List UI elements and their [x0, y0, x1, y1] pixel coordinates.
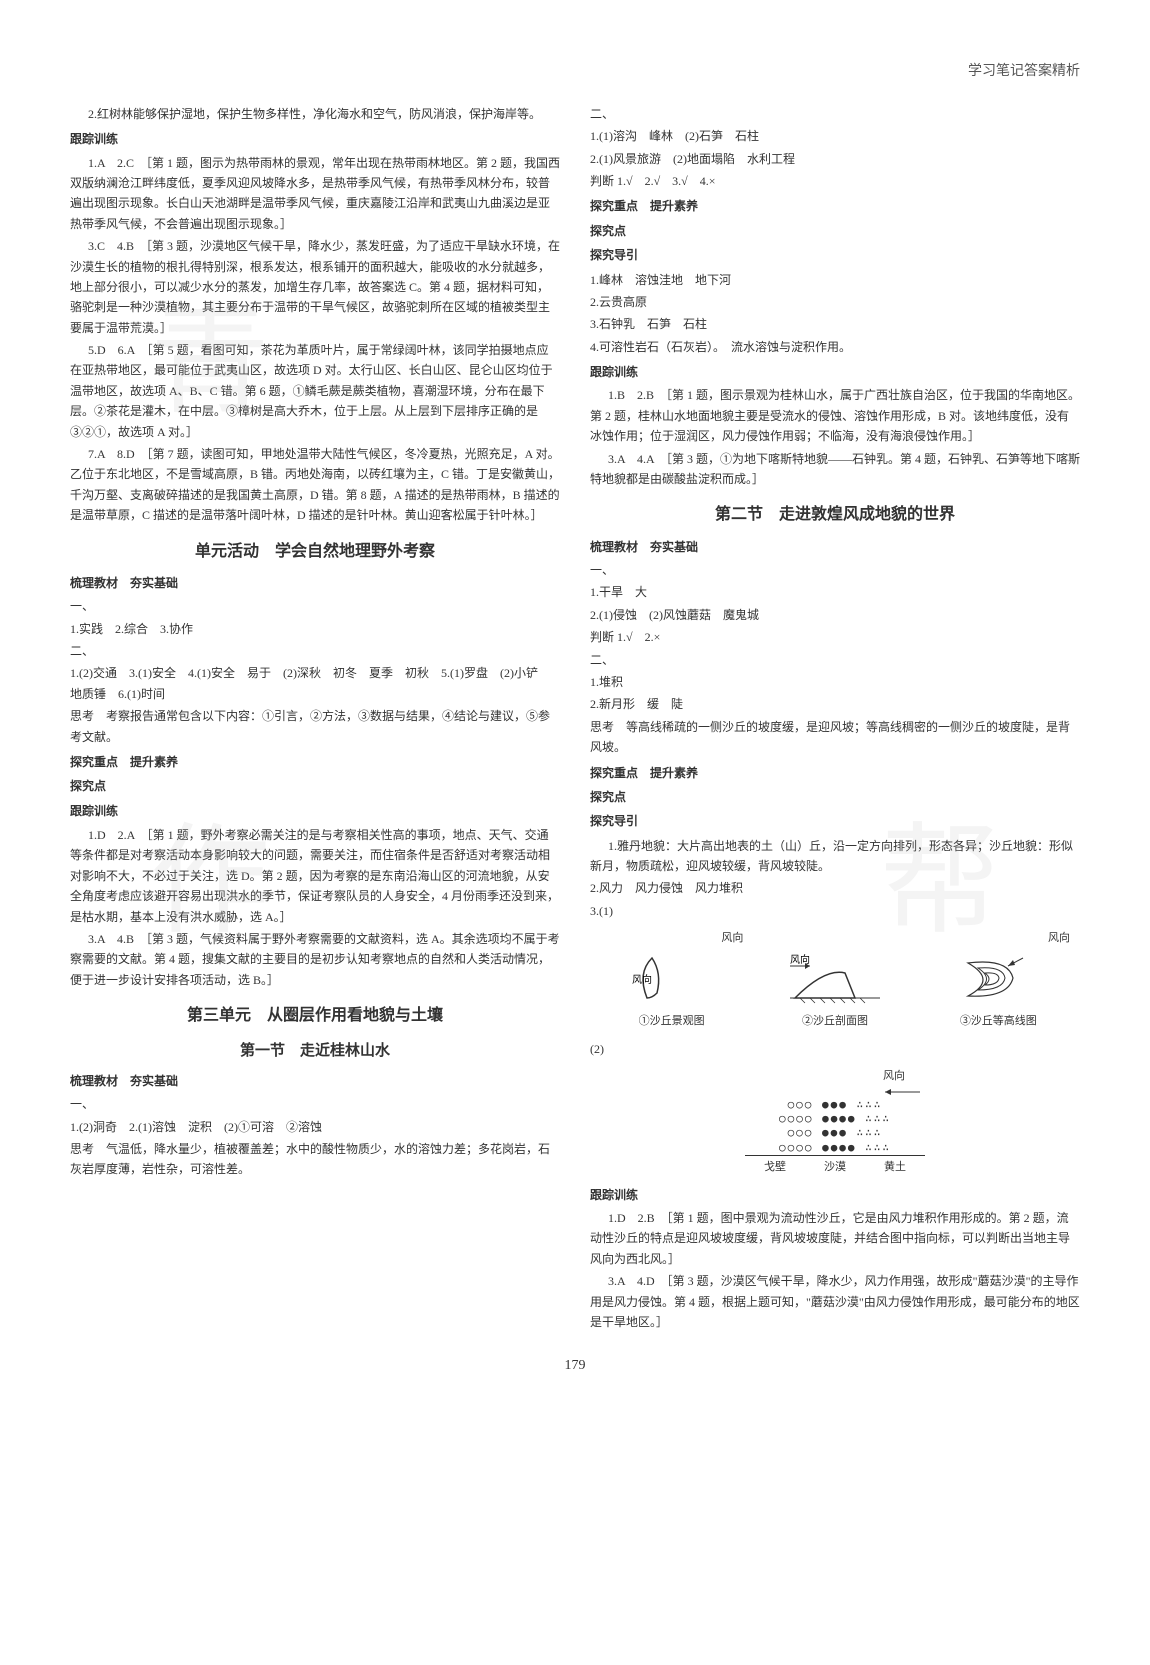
- answer-text: 2.云贵高原: [590, 292, 1080, 312]
- answer-text: 2.新月形 缓 陡: [590, 694, 1080, 714]
- wind-label: 风向: [590, 929, 753, 948]
- answer-text: 1.干旱 大: [590, 582, 1080, 602]
- wind-label: 风向: [745, 1067, 925, 1086]
- subheading: 跟踪训练: [70, 129, 560, 149]
- answer-text: 二、: [70, 641, 560, 661]
- answer-text: 思考 等高线稀疏的一侧沙丘的坡度缓，是迎风坡；等高线稠密的一侧沙丘的坡度陡，是背…: [590, 717, 1080, 758]
- answer-text: 4.可溶性岩石（石灰岩）。 流水溶蚀与淀积作用。: [590, 337, 1080, 357]
- label-desert: 沙漠: [824, 1158, 846, 1177]
- answer-text: 3.石钟乳 石笋 石柱: [590, 314, 1080, 334]
- diagram-dune-contour: 风向 ③沙丘等高线图: [917, 929, 1080, 1030]
- dots-pattern: ○○○ ●●● ∴∴∴ ○○○○ ●●●● ∴∴∴ ○○○ ●●● ∴∴∴ ○○…: [745, 1098, 925, 1155]
- answer-text: 1.雅丹地貌：大片高出地表的土（山）丘，沿一定方向排列，形态各异；沙丘地貌：形似…: [590, 836, 1080, 877]
- subheading: 探究重点 提升素养: [590, 763, 1080, 783]
- answer-text: 一、: [70, 1094, 560, 1114]
- subheading: 跟踪训练: [70, 801, 560, 821]
- left-column: 2.红树林能够保护湿地，保护生物多样性，净化海水和空气，防风消浪，保护海岸等。 …: [70, 104, 560, 1335]
- page-number: 179: [70, 1354, 1080, 1378]
- diagram-desert-plan: 风向 ○○○ ●●● ∴∴∴ ○○○○ ●●●● ∴∴∴ ○○○ ●●● ∴∴∴…: [745, 1067, 925, 1177]
- subheading: 探究点: [70, 776, 560, 796]
- diagram-row: 风向 风向 ①沙丘景观图 风向: [590, 929, 1080, 1030]
- answer-text: 二、: [590, 650, 1080, 670]
- answer-text: 思考 考察报告通常包含以下内容：①引言，②方法，③数据与结果，④结论与建议，⑤参…: [70, 706, 560, 747]
- subheading: 探究点: [590, 787, 1080, 807]
- answer-text: 二、: [590, 104, 1080, 124]
- answer-text: 1.B 2.B ［第 1 题，图示景观为桂林山水，属于广西壮族自治区，位于我国的…: [590, 385, 1080, 446]
- diagram-label: ①沙丘景观图: [590, 1012, 753, 1031]
- label-gobi: 戈壁: [764, 1158, 786, 1177]
- svg-text:风向: 风向: [790, 953, 810, 966]
- answer-text: 2.(1)侵蚀 (2)风蚀蘑菇 魔鬼城: [590, 605, 1080, 625]
- unit-title: 第三单元 从圈层作用看地貌与土壤: [70, 1002, 560, 1029]
- answer-text: 判断 1.√ 2.√ 3.√ 4.×: [590, 171, 1080, 191]
- svg-text:风向: 风向: [632, 973, 652, 986]
- subheading: 跟踪训练: [590, 1185, 1080, 1205]
- subheading: 探究导引: [590, 245, 1080, 265]
- dune-contour-icon: [953, 948, 1043, 1008]
- answer-text: 思考 气温低，降水量少，植被覆盖差；水中的酸性物质少，水的溶蚀力差；多花岗岩，石…: [70, 1139, 560, 1180]
- right-column: 二、 1.(1)溶沟 峰林 (2)石笋 石柱 2.(1)风景旅游 (2)地面塌陷…: [590, 104, 1080, 1335]
- section-title: 第二节 走进敦煌风成地貌的世界: [590, 501, 1080, 528]
- diagram-label: ③沙丘等高线图: [917, 1012, 1080, 1031]
- answer-text: 1.堆积: [590, 672, 1080, 692]
- answer-text: 7.A 8.D ［第 7 题，读图可知，甲地处温带大陆性气候区，冬冷夏热，光照充…: [70, 444, 560, 526]
- answer-text: 2.(1)风景旅游 (2)地面塌陷 水利工程: [590, 149, 1080, 169]
- wind-label: 风向: [917, 929, 1080, 948]
- two-column-layout: 2.红树林能够保护湿地，保护生物多样性，净化海水和空气，防风消浪，保护海岸等。 …: [70, 104, 1080, 1335]
- subheading: 跟踪训练: [590, 362, 1080, 382]
- answer-text: 一、: [590, 560, 1080, 580]
- answer-text: 3.A 4.A ［第 3 题，①为地下喀斯特地貌——石钟乳。第 4 题，石钟乳、…: [590, 449, 1080, 490]
- unit-title: 单元活动 学会自然地理野外考察: [70, 538, 560, 565]
- answer-text: 3.(1): [590, 901, 1080, 921]
- answer-text: 1.(1)溶沟 峰林 (2)石笋 石柱: [590, 126, 1080, 146]
- answer-text: 1.A 2.C ［第 1 题，图示为热带雨林的景观，常年出现在热带雨林地区。第 …: [70, 153, 560, 235]
- label-loess: 黄土: [884, 1158, 906, 1177]
- arrow-icon: [875, 1086, 925, 1098]
- answer-text: 3.A 4.B ［第 3 题，气候资料属于野外考察需要的文献资料，选 A。其余选…: [70, 929, 560, 990]
- answer-text: 1.D 2.B ［第 1 题，图中景观为流动性沙丘，它是由风力堆积作用形成的。第…: [590, 1208, 1080, 1269]
- subheading: 探究点: [590, 221, 1080, 241]
- answer-text: 2.红树林能够保护湿地，保护生物多样性，净化海水和空气，防风消浪，保护海岸等。: [70, 104, 560, 124]
- subheading: 梳理教材 夯实基础: [70, 573, 560, 593]
- subheading: 梳理教材 夯实基础: [70, 1071, 560, 1091]
- answer-text: 3.C 4.B ［第 3 题，沙漠地区气候干旱，降水少，蒸发旺盛，为了适应干旱缺…: [70, 236, 560, 338]
- subheading: 探究重点 提升素养: [70, 752, 560, 772]
- answer-text: 一、: [70, 596, 560, 616]
- answer-text: 1.(2)交通 3.(1)安全 4.(1)安全 易于 (2)深秋 初冬 夏季 初…: [70, 663, 560, 704]
- subheading: 探究导引: [590, 811, 1080, 831]
- section-title: 第一节 走近桂林山水: [70, 1039, 560, 1065]
- answer-text: 5.D 6.A ［第 5 题，看图可知，茶花为革质叶片，属于常绿阔叶林，该同学拍…: [70, 340, 560, 442]
- answer-text: 1.实践 2.综合 3.协作: [70, 619, 560, 639]
- answer-text: 1.(2)洞奇 2.(1)溶蚀 淀积 (2)①可溶 ②溶蚀: [70, 1117, 560, 1137]
- plan-labels: 戈壁 沙漠 黄土: [745, 1155, 925, 1177]
- diagram-label: ②沙丘剖面图: [753, 1012, 916, 1031]
- diagram-dune-profile: 风向 ②沙丘剖面图: [753, 948, 916, 1031]
- page-header: 学习笔记答案精析: [70, 60, 1080, 84]
- subheading: 梳理教材 夯实基础: [590, 537, 1080, 557]
- dune-profile-icon: 风向: [785, 948, 885, 1008]
- answer-text: 1.峰林 溶蚀洼地 地下河: [590, 270, 1080, 290]
- answer-text: 1.D 2.A ［第 1 题，野外考察必需关注的是与考察相关性高的事项，地点、天…: [70, 825, 560, 927]
- answer-text: (2): [590, 1039, 1080, 1059]
- crescent-dune-icon: 风向: [627, 948, 717, 1008]
- diagram-dune-perspective: 风向 风向 ①沙丘景观图: [590, 929, 753, 1030]
- answer-text: 2.风力 风力侵蚀 风力堆积: [590, 878, 1080, 898]
- answer-text: 3.A 4.D ［第 3 题，沙漠区气候干旱，降水少，风力作用强，故形成"蘑菇沙…: [590, 1271, 1080, 1332]
- answer-text: 判断 1.√ 2.×: [590, 627, 1080, 647]
- subheading: 探究重点 提升素养: [590, 196, 1080, 216]
